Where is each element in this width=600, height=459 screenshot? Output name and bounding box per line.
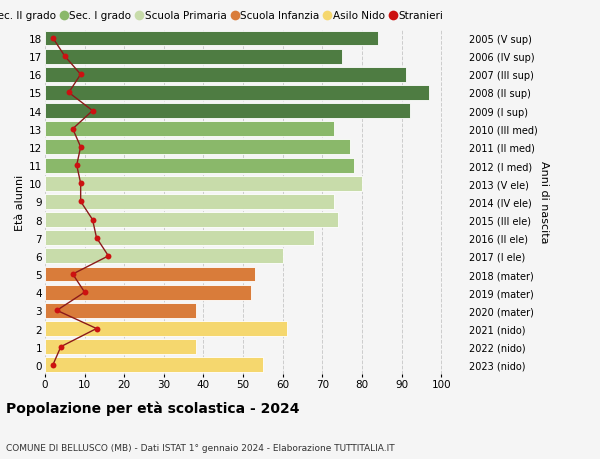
Bar <box>45 321 287 336</box>
Bar <box>45 249 283 264</box>
Bar <box>45 231 314 246</box>
Point <box>60 53 70 61</box>
Point <box>76 72 85 79</box>
Bar <box>45 104 410 119</box>
Point <box>68 126 77 133</box>
Point <box>48 35 58 43</box>
Point <box>88 108 97 115</box>
Point <box>104 252 113 260</box>
Y-axis label: Anni di nascita: Anni di nascita <box>539 161 549 243</box>
Bar <box>45 158 354 173</box>
Bar <box>45 176 362 191</box>
Bar <box>45 285 251 300</box>
Point <box>64 90 74 97</box>
Text: COMUNE DI BELLUSCO (MB) - Dati ISTAT 1° gennaio 2024 - Elaborazione TUTTITALIA.I: COMUNE DI BELLUSCO (MB) - Dati ISTAT 1° … <box>6 443 395 452</box>
Point <box>92 235 101 242</box>
Bar <box>45 32 378 46</box>
Bar <box>45 86 430 101</box>
Bar <box>45 340 196 354</box>
Bar <box>45 67 406 83</box>
Point <box>72 162 82 169</box>
Bar <box>45 140 350 155</box>
Point <box>56 343 65 351</box>
Point <box>48 361 58 369</box>
Bar <box>45 50 342 64</box>
Point <box>80 289 89 296</box>
Y-axis label: Età alunni: Età alunni <box>15 174 25 230</box>
Bar <box>45 122 334 137</box>
Point <box>68 271 77 278</box>
Legend: Sec. II grado, Sec. I grado, Scuola Primaria, Scuola Infanzia, Asilo Nido, Stran: Sec. II grado, Sec. I grado, Scuola Prim… <box>0 11 443 21</box>
Point <box>92 325 101 332</box>
Point <box>76 144 85 151</box>
Bar <box>45 213 338 228</box>
Point <box>52 307 62 314</box>
Bar <box>45 195 334 209</box>
Text: Popolazione per età scolastica - 2024: Popolazione per età scolastica - 2024 <box>6 401 299 415</box>
Point <box>88 216 97 224</box>
Point <box>76 180 85 188</box>
Bar <box>45 303 196 318</box>
Bar <box>45 358 263 372</box>
Point <box>76 198 85 206</box>
Bar <box>45 267 255 282</box>
